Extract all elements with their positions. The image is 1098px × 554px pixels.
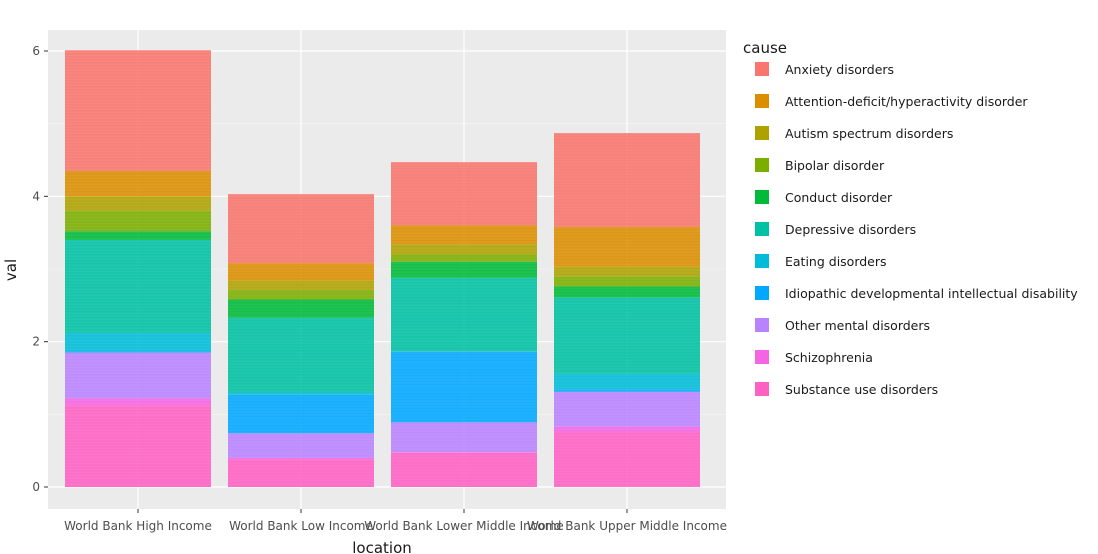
- x-tick-label: World Bank Lower Middle Income: [364, 519, 564, 533]
- y-axis-title: val: [2, 259, 20, 281]
- legend-label: Conduct disorder: [785, 190, 893, 205]
- legend-label: Idiopathic developmental intellectual di…: [785, 286, 1078, 301]
- bar-segment: [228, 457, 374, 460]
- legend-label: Eating disorders: [785, 254, 887, 269]
- bar-segment: [228, 392, 374, 395]
- x-axis-title: location: [352, 539, 412, 554]
- legend-swatch: [755, 62, 769, 76]
- y-tick-label: 2: [32, 335, 40, 349]
- legend-swatch: [755, 350, 769, 364]
- y-tick-label: 4: [32, 189, 40, 203]
- legend-swatch: [755, 286, 769, 300]
- legend-swatch: [755, 126, 769, 140]
- bar-segment: [391, 225, 537, 245]
- legend-swatch: [755, 94, 769, 108]
- bar-segment: [391, 351, 537, 423]
- bar-texture: [65, 51, 700, 487]
- bar-segment: [228, 194, 374, 264]
- legend-swatch: [755, 318, 769, 332]
- bar-segment: [65, 50, 211, 171]
- bar-segment: [391, 244, 537, 255]
- bar-segment: [554, 389, 700, 392]
- bar-segment: [65, 239, 211, 333]
- legend-swatch: [755, 222, 769, 236]
- bar-segment: [65, 170, 211, 197]
- y-tick-label: 0: [32, 480, 40, 494]
- x-tick-label: World Bank Low Income: [229, 519, 373, 533]
- bar-segment: [228, 317, 374, 393]
- bar-segment: [554, 266, 700, 277]
- bar-segment: [228, 290, 374, 300]
- legend-label: Schizophrenia: [785, 350, 873, 365]
- legend-label: Anxiety disorders: [785, 62, 894, 77]
- bar-segment: [391, 351, 537, 352]
- bar-segment: [228, 299, 374, 318]
- bar-segment: [554, 297, 700, 374]
- bar-segment: [391, 422, 537, 453]
- bar-segment: [554, 391, 700, 427]
- bar-segment: [391, 452, 537, 453]
- legend-label: Autism spectrum disorders: [785, 126, 953, 141]
- legend-swatch: [755, 158, 769, 172]
- bar-segment: [65, 196, 211, 211]
- bar-segment: [228, 280, 374, 291]
- bar-segment: [65, 332, 211, 352]
- bar-segment: [391, 162, 537, 226]
- bar-segment: [554, 133, 700, 227]
- bar-segment: [65, 398, 211, 406]
- bar-segment: [554, 226, 700, 267]
- bars: [65, 50, 700, 487]
- x-tick-label: World Bank Upper Middle Income: [527, 519, 727, 533]
- bar-segment: [65, 352, 211, 399]
- legend: Anxiety disorders Attention-deficit/hyper…: [755, 62, 1078, 397]
- bar-segment: [391, 452, 537, 487]
- bar-segment: [65, 351, 211, 353]
- axes: 0 2 4 6 World Bank High Income World Bank Low…: [32, 44, 727, 533]
- bar-segment: [65, 210, 211, 232]
- legend-label: Depressive disorders: [785, 222, 916, 237]
- bar-segment: [228, 263, 374, 281]
- legend-title: cause: [743, 39, 787, 57]
- x-tick-label: World Bank High Income: [64, 519, 212, 533]
- bar-segment: [391, 261, 537, 278]
- bar-segment: [228, 394, 374, 434]
- legend-swatch: [755, 254, 769, 268]
- bar-segment: [554, 286, 700, 298]
- bar-segment: [391, 277, 537, 352]
- bar-segment: [228, 459, 374, 487]
- legend-label: Other mental disorders: [785, 318, 930, 333]
- y-tick-label: 6: [32, 44, 40, 58]
- bar-segment: [65, 231, 211, 240]
- bar-segment: [554, 276, 700, 287]
- legend-swatch: [755, 382, 769, 396]
- bar-segment: [554, 432, 700, 487]
- legend-swatch: [755, 190, 769, 204]
- bar-segment: [554, 426, 700, 433]
- legend-label: Attention-deficit/hyperactivity disorder: [785, 94, 1028, 109]
- legend-label: Bipolar disorder: [785, 158, 885, 173]
- bar-segment: [391, 254, 537, 262]
- bar-segment: [554, 373, 700, 390]
- bar-segment: [65, 405, 211, 487]
- legend-label: Substance use disorders: [785, 382, 938, 397]
- bar-segment: [228, 433, 374, 458]
